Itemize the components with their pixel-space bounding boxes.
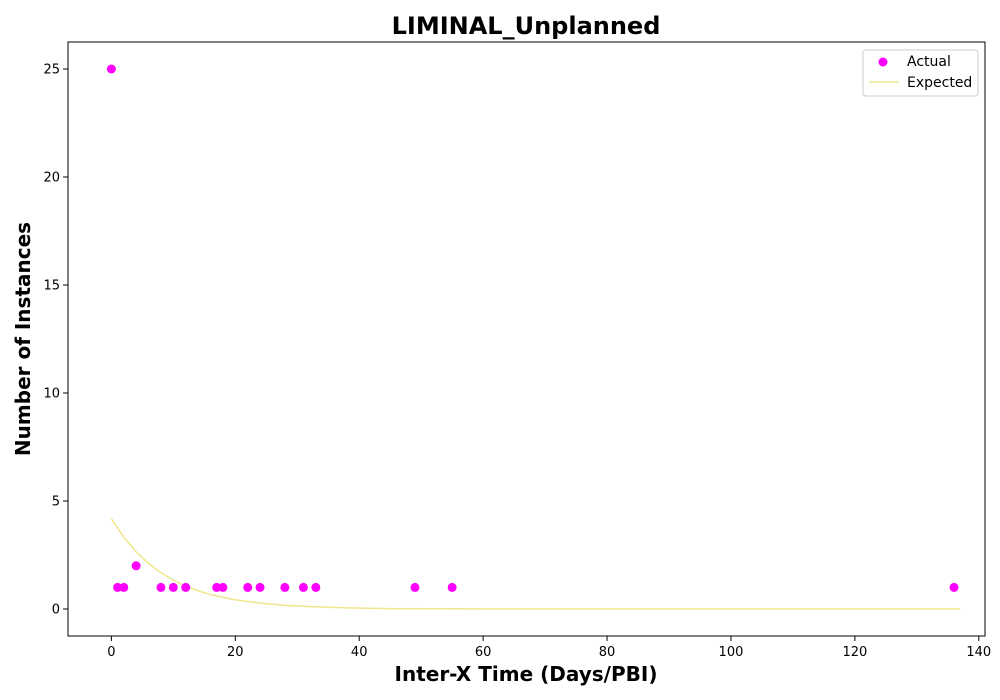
- chart-title: LIMINAL_Unplanned: [392, 12, 661, 40]
- actual-point: [156, 582, 166, 592]
- y-tick-label: 5: [52, 495, 60, 510]
- y-tick-label: 25: [43, 63, 60, 78]
- legend-actual-label: Actual: [907, 54, 951, 70]
- x-tick-label: 140: [966, 645, 991, 660]
- plot-area-frame: [67, 41, 986, 637]
- legend-actual-marker: [878, 57, 888, 67]
- legend-box: [862, 49, 979, 97]
- actual-point: [119, 582, 129, 592]
- actual-point: [949, 582, 959, 592]
- y-tick-label: 0: [52, 603, 60, 618]
- x-tick-label: 0: [107, 645, 115, 660]
- actual-point: [113, 582, 123, 592]
- x-tick-label: 60: [475, 645, 492, 660]
- expected-line: [110, 518, 961, 610]
- x-axis-label: Inter-X Time (Days/PBI): [395, 662, 658, 686]
- x-tick-label: 120: [842, 645, 867, 660]
- actual-point: [218, 582, 228, 592]
- legend: Actual Expected: [862, 49, 979, 97]
- y-tick-label: 15: [43, 279, 60, 294]
- y-axis-label: Number of Instances: [11, 222, 35, 456]
- actual-point: [280, 582, 290, 592]
- actual-point: [410, 582, 420, 592]
- actual-point: [298, 582, 308, 592]
- y-tick-label: 20: [43, 171, 60, 186]
- actual-point: [311, 582, 321, 592]
- legend-expected-label: Expected: [907, 75, 972, 91]
- y-tick-label: 10: [43, 387, 60, 402]
- x-tick-label: 20: [227, 645, 244, 660]
- actual-point: [243, 582, 253, 592]
- actual-point: [447, 582, 457, 592]
- actual-point: [181, 582, 191, 592]
- x-tick-label: 80: [599, 645, 616, 660]
- actual-point: [255, 582, 265, 592]
- x-tick-label: 40: [351, 645, 368, 660]
- x-tick-label: 100: [719, 645, 744, 660]
- actual-point: [212, 582, 222, 592]
- actual-point: [168, 582, 178, 592]
- actual-point: [131, 561, 141, 571]
- actual-point: [106, 64, 116, 74]
